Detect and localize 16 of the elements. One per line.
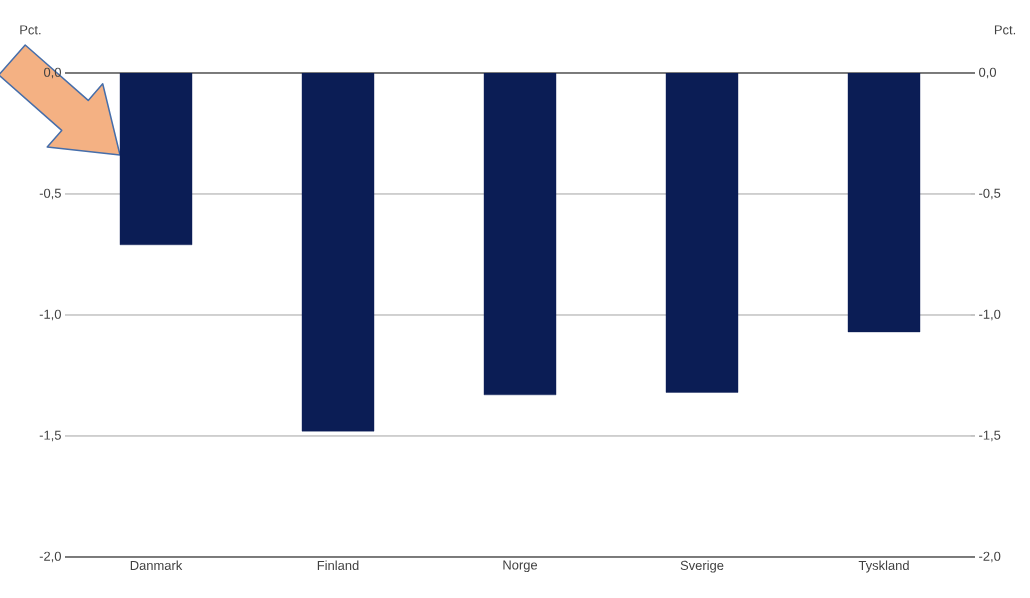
x-tick-label: Sverige: [680, 560, 724, 573]
x-tick-label: Finland: [317, 560, 359, 571]
y2-tick-label: 0,0: [979, 67, 997, 79]
y2-tick-label: -2,0: [979, 551, 1001, 563]
x-tick-label: Tyskland: [858, 560, 909, 573]
y2-tick-label: -1,0: [979, 309, 1001, 321]
y2-axis-title: Pct.: [994, 25, 1016, 35]
y-tick-label: -2,0: [39, 551, 61, 563]
y2-tick-label: -0,5: [979, 188, 1001, 200]
y-tick-label: -1,0: [39, 309, 61, 321]
y-axis-title: Pct.: [20, 25, 41, 35]
y-tick-label: -0,5: [39, 188, 61, 200]
y2-tick-label: -1,5: [979, 430, 1001, 442]
x-tick-label: Danmark: [130, 560, 183, 571]
y-tick-label: -1,5: [39, 430, 61, 442]
x-tick-label: Norge: [503, 560, 538, 573]
